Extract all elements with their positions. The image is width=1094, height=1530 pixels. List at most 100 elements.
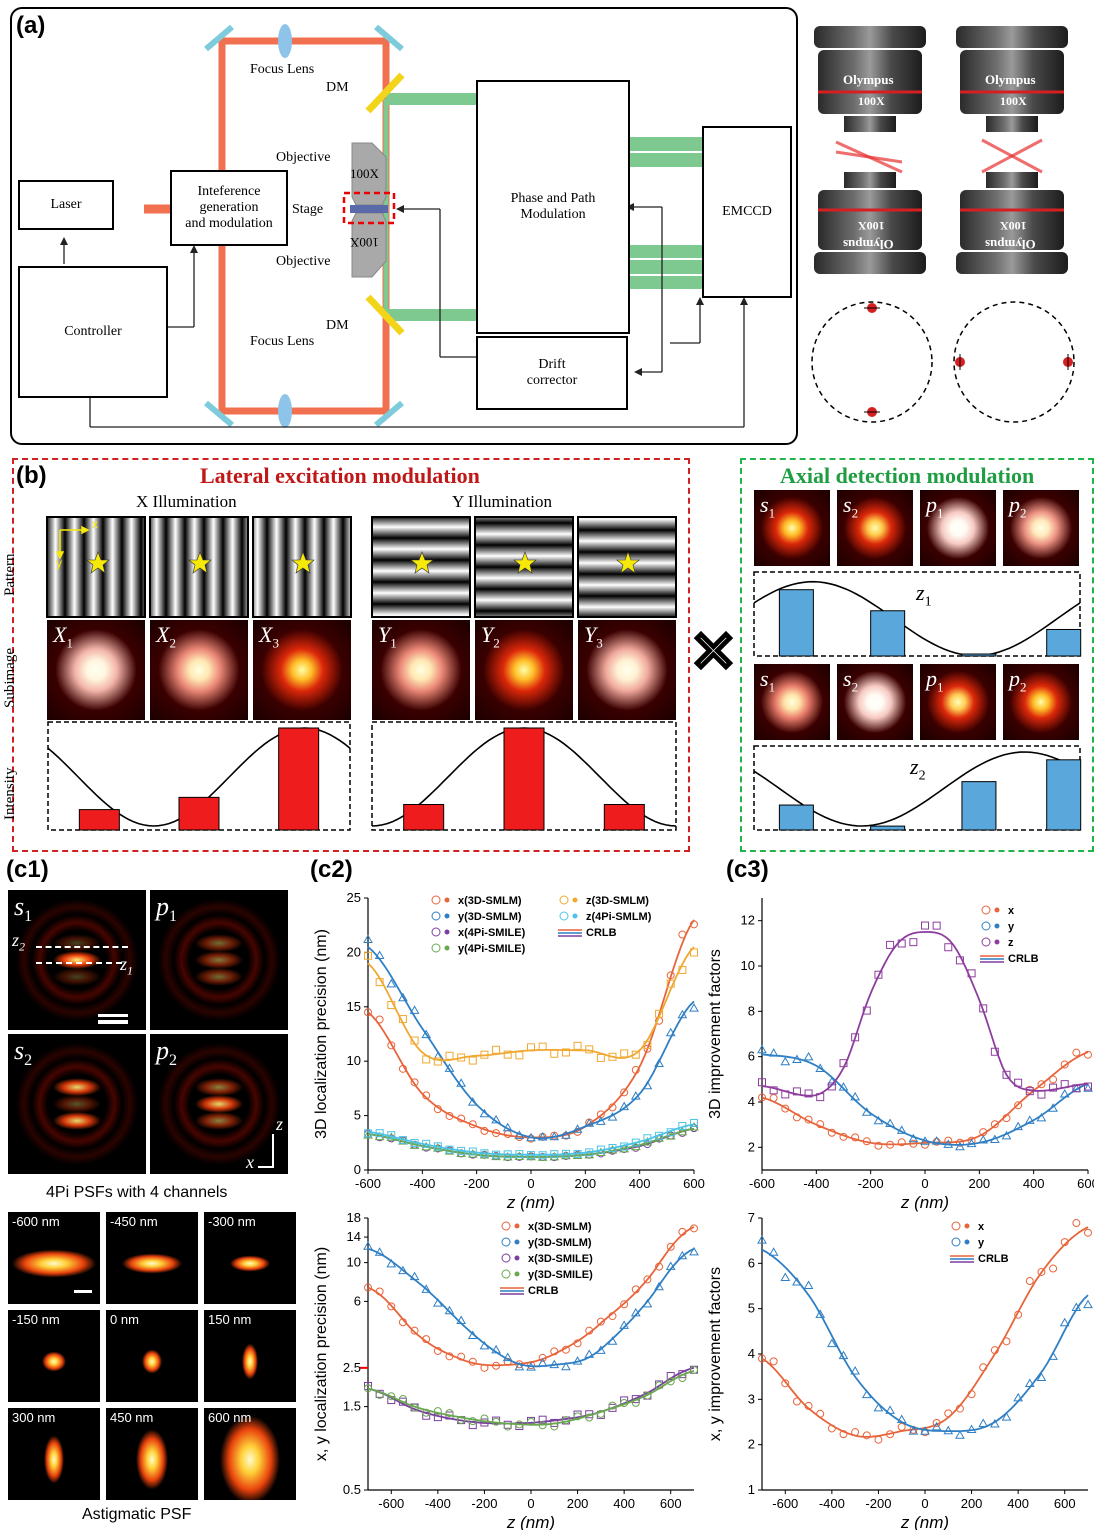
c2_bottom-point [386,1258,397,1268]
z2-intensity-plot-bar-1 [778,804,814,831]
c3_top-x-tick-label: 0 [921,1176,928,1191]
c3_top-point [874,970,883,979]
c2_bottom-point [561,1416,570,1425]
c2_bottom-point [433,1346,442,1355]
c3_bottom-point [780,1272,791,1282]
c3_bottom-point [1060,1238,1069,1247]
c2_bottom-point [607,1336,618,1345]
c2_bottom-point [491,1344,501,1354]
c2_top-point [409,1005,420,1014]
c3_top-legend-swatch [981,921,991,931]
c2_top-legend-swatch [444,945,450,951]
c3_top-point [827,1128,836,1137]
c3_top-legend-label: x [1008,905,1015,917]
y-subimage-2: Y2 [475,620,573,720]
lateral-modulation-frame [12,458,690,852]
c3_top-point [896,1125,907,1134]
c2_top-series-0 [364,919,698,1143]
objective-mag-1: 100X [858,94,885,108]
c3_top-point [862,1006,871,1015]
c3_top-point [1014,1078,1023,1087]
c3_top-point [955,1138,964,1147]
c2_top-point [666,979,675,988]
c3_top-x-tick-label: 600 [1077,1176,1094,1191]
c2_bottom-y-tick-label: 18 [347,1210,361,1225]
c2_top-point [422,1139,431,1148]
chart-c3_bottom: -600 -400 -200 0 200 400 600 1 2 3 4 5 6 7 z (nm) x, y … [707,1210,1093,1530]
c3_bottom-point [815,1309,826,1318]
c3_top-point [839,1132,848,1141]
c2_top-point [690,1118,698,1127]
c2_top-x-tick-label: 0 [527,1176,534,1191]
astigmatic-psf-label-1: -600 nm [12,1214,60,1229]
c3_bottom-point [816,1409,825,1418]
c2_bottom-point [432,1298,443,1307]
panel-b-label: (b) [16,462,47,489]
c2_bottom-point [467,1330,478,1340]
c2_top-point [689,1003,699,1012]
y-intensity-plot-bar-1 [403,804,445,831]
c2_top-point [550,1049,559,1058]
c3_top-point [1036,1112,1047,1122]
c3_top-point [838,1082,849,1091]
c3_top-point [1083,1083,1093,1092]
c2_top-curve-2 [367,946,695,1062]
c2_top-point [444,1146,455,1155]
c3_top-point [769,1094,778,1103]
c3_bottom-point [850,1365,861,1375]
c2_bottom-point [457,1415,466,1424]
c2_bottom-point [573,1339,582,1348]
c2_bottom-y-tick-label: 10 [347,1255,361,1270]
c3_top-series-2 [758,921,1092,1102]
c2_bottom-point [410,1403,419,1412]
c2_top-point [655,1009,664,1018]
pupil-diagrams [811,301,1075,423]
z2-intensity-plot-bar-4 [1046,759,1082,831]
c2_bottom-series-3 [364,1365,698,1431]
c3_top-x-tick-label: -200 [858,1176,884,1191]
c3_bottom-point [967,1390,976,1399]
c2_bottom-x-tick-label: -400 [425,1496,451,1511]
c2_bottom-point [492,1361,501,1370]
c3_top-point [781,1090,790,1099]
c2_bottom-point [690,1224,698,1233]
c2_top-point [595,1116,606,1125]
c2_top-point [410,1036,419,1045]
c2_top-point [654,1058,664,1067]
c2_top-curve-0 [367,919,695,1139]
c2_top-point [654,1133,664,1142]
c3_top-y-tick-label: 12 [741,913,755,928]
c2_top-point [608,1103,617,1112]
c3_top-point [1049,1083,1058,1092]
c3_top-point [921,921,929,930]
c3_bottom-point [931,1421,942,1431]
z2-intensity-plot-bar-3 [961,781,997,831]
c2_bottom-x-tick-label: -200 [471,1496,497,1511]
astigmatic-psf-label-6: 150 nm [208,1312,252,1327]
c2_top-point [468,1120,477,1129]
c3_bottom-point [839,1430,848,1439]
c2_top-point [364,951,372,960]
c2_bottom-point [573,1412,582,1421]
c2_top-legend-swatch [559,911,569,921]
c2_top-legend-swatch [444,929,450,935]
c2_bottom-curve-1 [367,1247,695,1368]
astigmatic-psf-5: 0 nm [106,1310,198,1402]
c3_top-point [758,1093,766,1102]
caption-4pi: 4Pi PSFs with 4 channels [46,1184,228,1201]
c2_top-point [643,1134,652,1143]
astigmatic-psf-8: 450 nm [106,1408,198,1500]
c2_bottom-point [643,1275,652,1284]
c2_bottom-xlabel: z (nm) [506,1513,555,1530]
c3_top-point [851,1133,860,1142]
c2_top-point [491,1151,501,1161]
c2_bottom-legend-swatch [501,1269,511,1279]
c3_bottom-xlabel: z (nm) [900,1513,949,1530]
objective-top-mag: 100X [350,166,379,181]
c2_top-point [398,1064,407,1073]
astigmatic-psf-9: 600 nm [204,1408,296,1500]
c2_top-point [467,1149,478,1158]
c3_top-point [1037,1090,1046,1099]
c2_top-point [573,1149,582,1158]
c3_top-point [1025,1087,1034,1096]
